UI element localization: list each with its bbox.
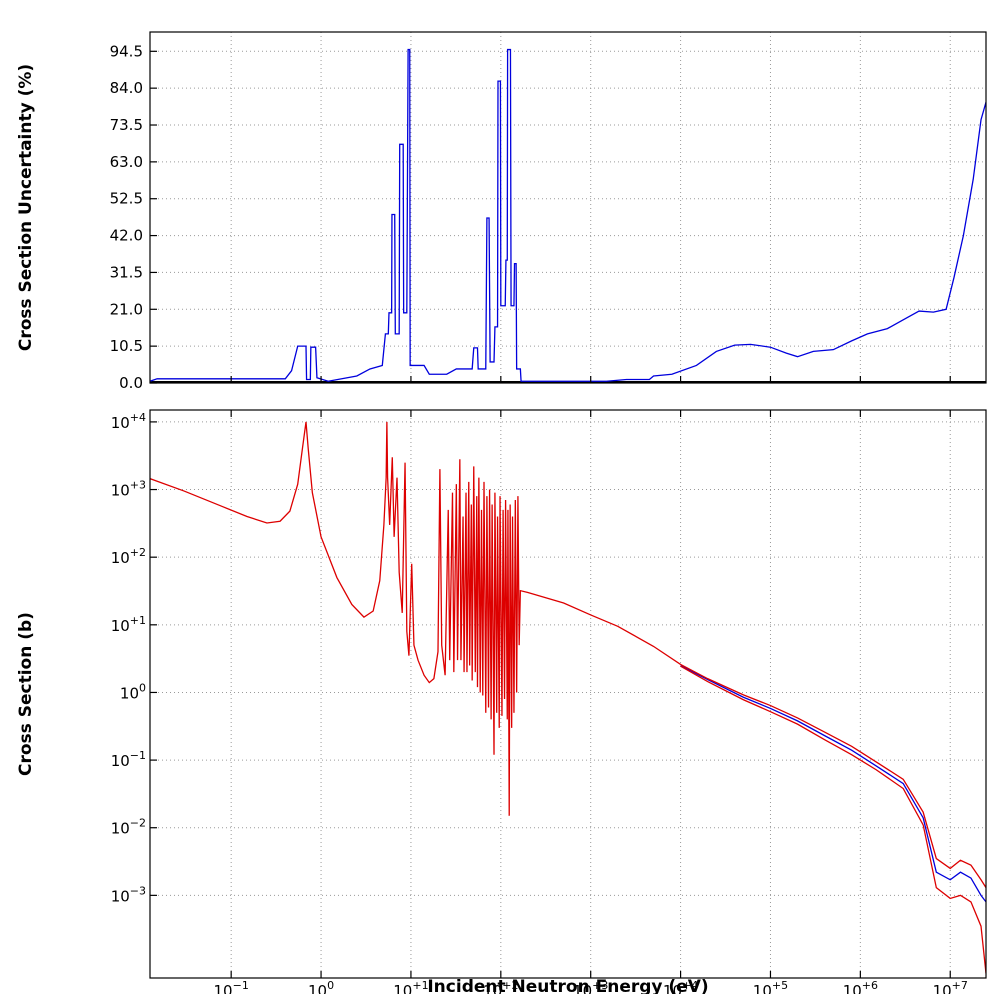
top-y-tick-label: 42.0: [110, 227, 143, 245]
bottom-y-tick-label: 10−2: [111, 817, 146, 838]
top-y-tick-label: 0.0: [119, 374, 143, 392]
bottom-y-tick-label: 10−3: [111, 884, 146, 905]
x-tick-label: 10−1: [214, 979, 249, 994]
x-tick-label: 10+6: [843, 979, 878, 994]
bottom-y-tick-label: 10−1: [111, 749, 146, 770]
top-y-tick-label: 10.5: [110, 337, 143, 355]
top-y-tick-label: 52.5: [110, 190, 143, 208]
top-y-tick-label: 73.5: [110, 116, 143, 134]
bottom-y-tick-label: 10+2: [111, 546, 146, 567]
top-plot-frame: [149, 31, 987, 384]
top-y-tick-label: 21.0: [110, 300, 143, 318]
bottom-y-tick-label: 100: [120, 681, 146, 702]
x-axis-title: Incident Neutron Energy (eV): [427, 977, 708, 994]
bottom-y-axis-title: Cross Section (b): [16, 612, 36, 776]
top-y-axis-title: Cross Section Uncertainty (%): [16, 64, 36, 351]
bottom-y-tick-label: 10+1: [111, 614, 146, 635]
bottom-xs-line-2: [680, 665, 986, 974]
top-y-tick-label: 63.0: [110, 153, 143, 171]
x-tick-label: 10+5: [753, 979, 788, 994]
top-uncertainty-line: [150, 48, 986, 382]
bottom-xs-line-3: [150, 421, 986, 888]
top-y-tick-label: 94.5: [110, 42, 143, 60]
bottom-plot-frame: [149, 409, 987, 979]
x-tick-label: 10+1: [393, 979, 428, 994]
x-tick-label: 100: [308, 979, 334, 994]
top-y-tick-label: 84.0: [110, 79, 143, 97]
top-y-tick-label: 31.5: [110, 263, 143, 281]
x-tick-label: 10+7: [933, 979, 968, 994]
bottom-xs-line-1: [680, 664, 986, 903]
bottom-y-tick-label: 10+4: [111, 411, 146, 432]
bottom-y-tick-label: 10+3: [111, 479, 146, 500]
